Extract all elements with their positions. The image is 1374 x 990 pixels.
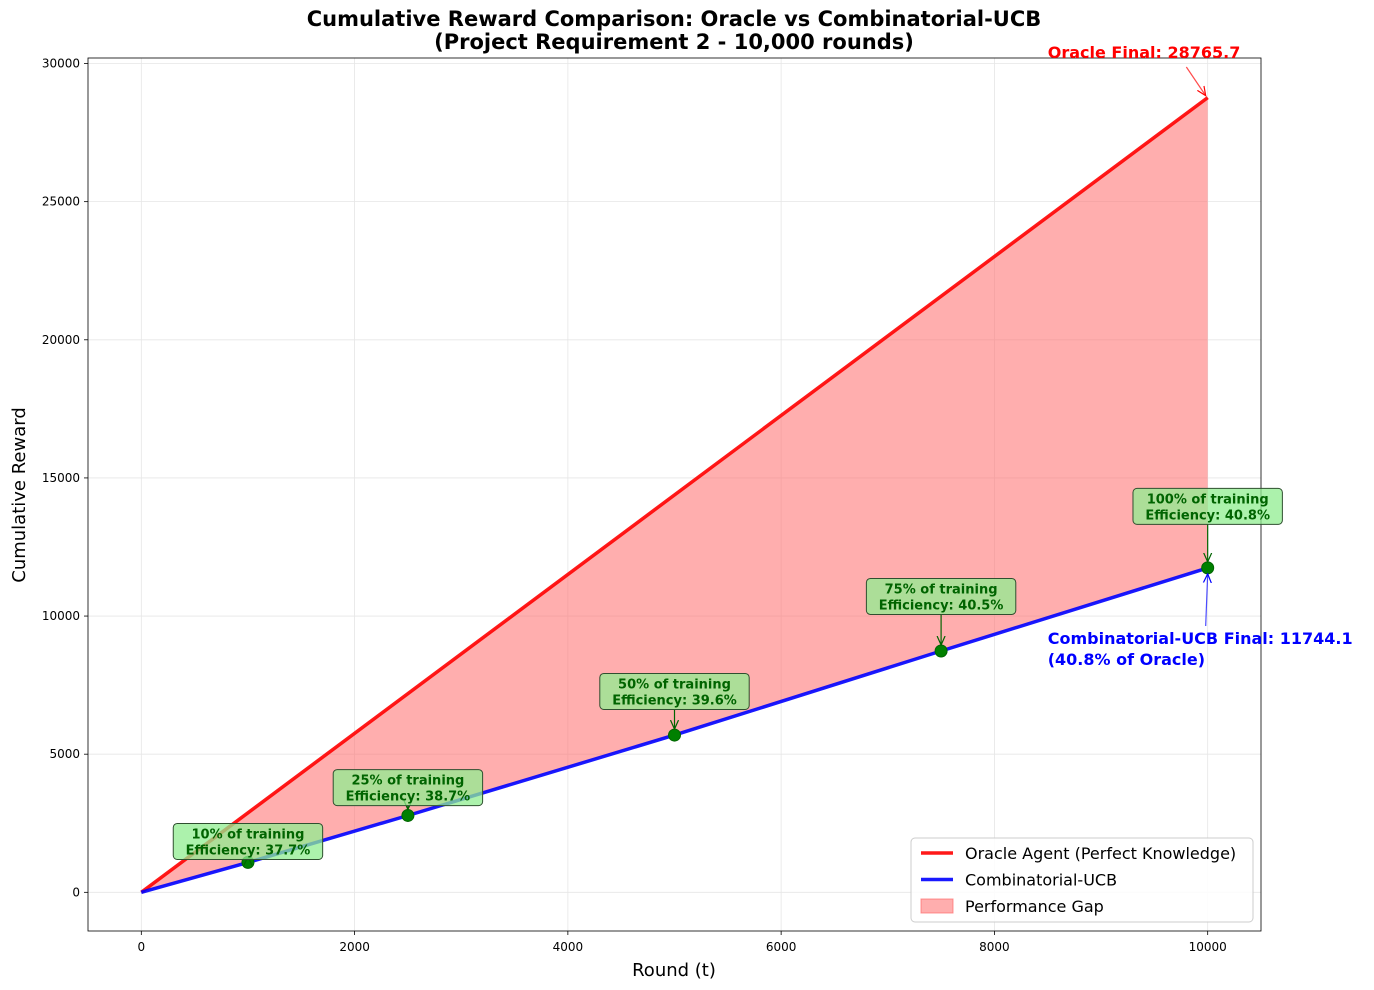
milestone-label-line1: 25% of training <box>351 774 464 789</box>
ucb-final-label: Combinatorial-UCB Final: 11744.1 <box>1048 629 1353 648</box>
chart-title-line2: (Project Requirement 2 - 10,000 rounds) <box>434 30 914 54</box>
ucb-final-arrow <box>1206 574 1208 627</box>
milestone-label-line2: Efficiency: 38.7% <box>346 790 471 805</box>
legend-entry-ucb-label: Combinatorial-UCB <box>965 871 1117 890</box>
legend-box <box>910 837 1254 923</box>
milestone-label-line1: 100% of training <box>1147 492 1269 507</box>
milestone-point <box>401 808 415 822</box>
milestone-point <box>668 728 681 742</box>
legend-entry-gap-label: Performance Gap <box>965 897 1104 916</box>
y-axis-label: Cumulative Reward <box>9 407 30 583</box>
series-lines <box>140 96 1209 894</box>
milestone-point <box>1201 561 1215 575</box>
milestone-label-line2: Efficiency: 39.6% <box>612 693 737 708</box>
y-tick-label: 15000 <box>42 471 80 485</box>
x-tick-label: 2000 <box>339 940 370 954</box>
milestone-label-line1: 75% of training <box>885 582 998 597</box>
milestone-label-line2: Efficiency: 40.8% <box>1145 508 1270 523</box>
legend-entry-gap-swatch <box>920 898 954 914</box>
oracle-line <box>140 96 1209 894</box>
chart-title-line1: Cumulative Reward Comparison: Oracle vs … <box>307 7 1042 31</box>
milestone-label-box <box>332 769 484 807</box>
milestone-label-line1: 50% of training <box>618 677 731 692</box>
oracle-final-label: Oracle Final: 28765.7 <box>1048 43 1241 62</box>
legend: Oracle Agent (Perfect Knowledge) Combinat… <box>910 837 1254 923</box>
x-axis-label: Round (t) <box>632 960 716 981</box>
milestone-label-box <box>1132 487 1283 525</box>
x-tick-label: 6000 <box>766 940 797 954</box>
y-tick-label: 10000 <box>42 609 80 623</box>
milestone-label-box <box>172 822 324 860</box>
y-tick-label: 30000 <box>42 57 80 71</box>
milestone-label-box <box>865 577 1017 615</box>
milestone-label-line2: Efficiency: 37.7% <box>186 843 311 858</box>
oracle-final-arrow <box>1185 66 1205 96</box>
y-tick-label: 25000 <box>42 195 80 209</box>
x-tick-label: 0 <box>137 940 145 954</box>
ucb-final-sublabel: (40.8% of Oracle) <box>1048 650 1205 669</box>
y-tick-label: 0 <box>72 885 80 899</box>
milestone-point <box>934 644 948 658</box>
legend-entry-oracle-label: Oracle Agent (Perfect Knowledge) <box>965 844 1236 863</box>
milestone-label-line2: Efficiency: 40.5% <box>879 598 1004 613</box>
x-tick-label: 10000 <box>1189 940 1227 954</box>
y-tick-label: 20000 <box>42 333 80 347</box>
milestone-label-box <box>599 672 750 710</box>
x-tick-label: 4000 <box>553 940 584 954</box>
x-tick-label: 8000 <box>979 940 1010 954</box>
y-tick-label: 5000 <box>49 747 80 761</box>
y-axis-ticks: 0 5000 10000 15000 20000 25000 30000 <box>42 57 88 899</box>
x-axis-ticks: 0 2000 4000 6000 8000 10000 <box>137 931 1227 954</box>
ucb-line <box>140 566 1209 894</box>
milestone-label-line1: 10% of training <box>192 827 305 842</box>
